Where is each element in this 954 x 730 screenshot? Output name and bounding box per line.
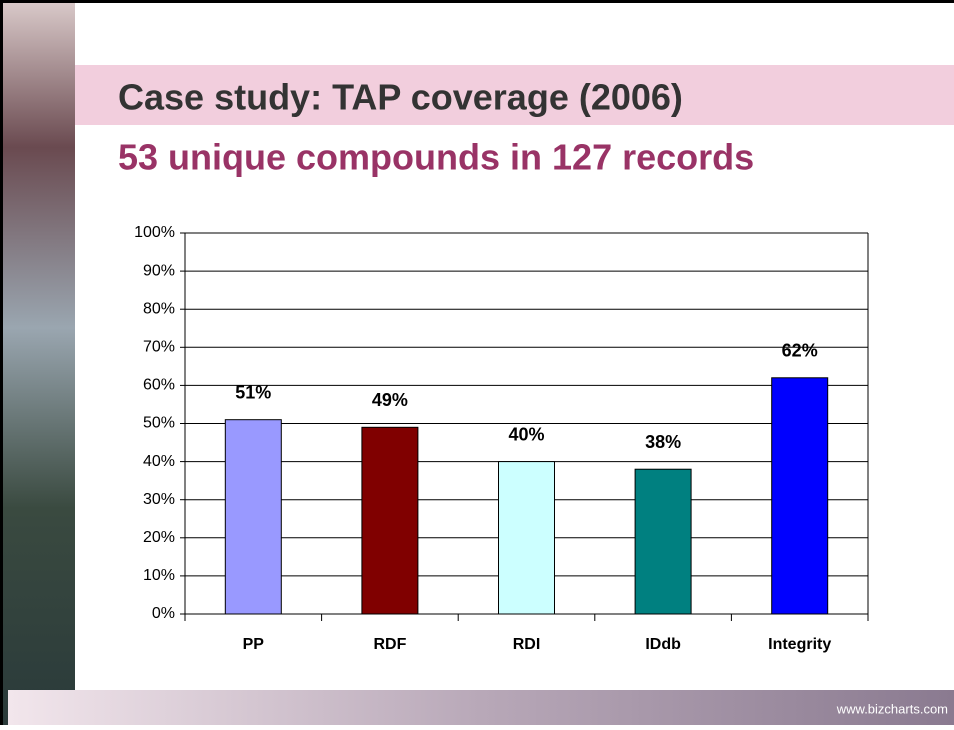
x-tick-label: RDI — [513, 636, 541, 653]
y-tick-label: 80% — [143, 300, 175, 317]
x-tick-label: RDF — [373, 636, 406, 653]
y-tick-label: 20% — [143, 529, 175, 546]
y-tick-label: 100% — [134, 224, 175, 241]
value-label: 49% — [372, 390, 408, 410]
x-tick-label: Integrity — [768, 636, 831, 653]
y-tick-label: 10% — [143, 567, 175, 584]
left-border — [0, 0, 3, 725]
value-label: 62% — [782, 341, 818, 361]
bar — [771, 377, 829, 615]
value-label: 51% — [235, 382, 271, 402]
bar — [361, 426, 419, 615]
y-tick-label: 50% — [143, 415, 175, 432]
bar — [634, 468, 692, 615]
subtitle: 53 unique compounds in 127 records — [118, 137, 754, 178]
footer-bar — [8, 690, 954, 725]
top-border — [0, 0, 954, 3]
bar — [498, 461, 555, 615]
x-tick-label: PP — [243, 636, 265, 653]
y-tick-label: 40% — [143, 453, 175, 470]
y-tick-label: 90% — [143, 262, 175, 279]
bar — [224, 419, 282, 615]
y-tick-label: 60% — [143, 377, 175, 394]
title: Case study: TAP coverage (2006) — [118, 77, 683, 118]
title-banner — [75, 65, 954, 125]
value-label: 40% — [508, 424, 544, 444]
x-tick-label: IDdb — [645, 636, 681, 653]
y-tick-label: 0% — [152, 605, 175, 622]
y-tick-label: 70% — [143, 339, 175, 356]
value-label: 38% — [645, 432, 681, 452]
y-tick-label: 30% — [143, 491, 175, 508]
side-image — [3, 3, 75, 725]
footer-text: www.bizcharts.com — [836, 701, 948, 716]
